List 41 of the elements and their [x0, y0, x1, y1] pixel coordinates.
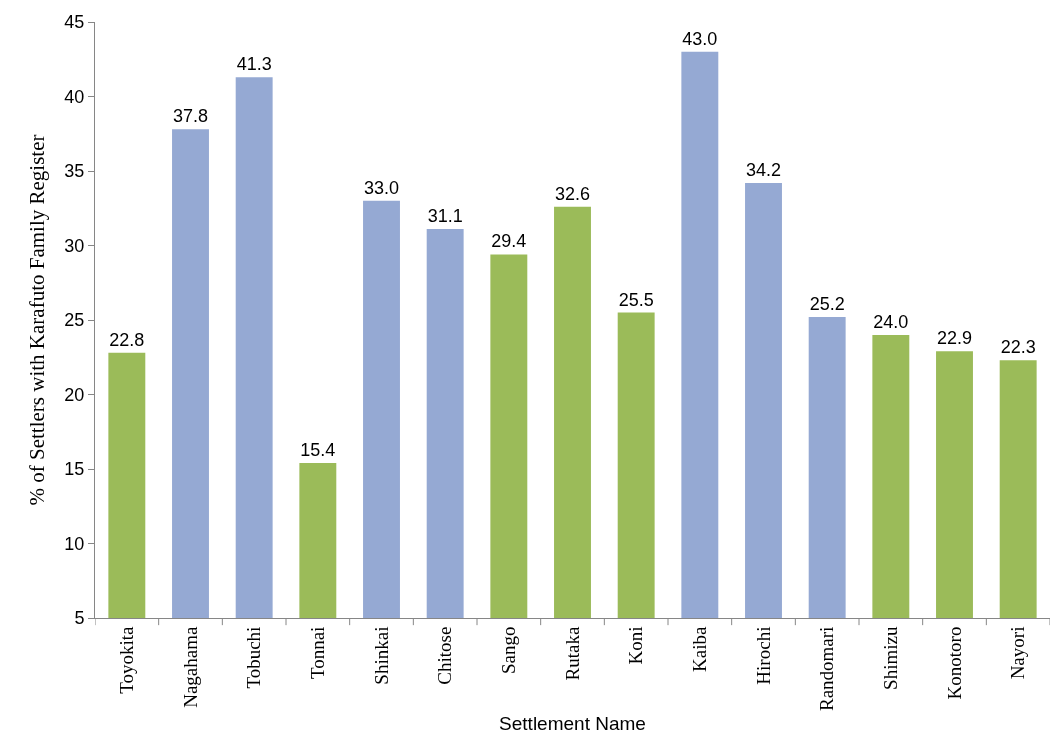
- data-label: 37.8: [172, 106, 209, 127]
- data-label: 22.9: [936, 328, 973, 349]
- data-label: 25.2: [809, 294, 845, 315]
- x-tick-label: Chitose: [434, 626, 456, 685]
- y-tick-label: 10: [64, 533, 85, 554]
- x-tick-label: Sango: [498, 626, 520, 675]
- y-tick-label: 30: [64, 235, 85, 256]
- data-label: 22.3: [1000, 337, 1036, 358]
- x-tick-label: Nayori: [1007, 626, 1029, 680]
- x-tick-label: Toyokita: [116, 626, 138, 694]
- x-tick-label: Konotoro: [943, 626, 965, 700]
- data-label: 43.0: [682, 28, 718, 49]
- y-tick-label: 35: [64, 161, 85, 182]
- data-label: 29.4: [491, 231, 527, 252]
- y-tick-label: 45: [64, 12, 85, 33]
- data-label: 34.2: [745, 159, 782, 180]
- data-label: 24.0: [873, 311, 909, 332]
- data-label: 41.3: [236, 54, 272, 75]
- x-axis-title: Settlement Name: [499, 712, 646, 734]
- x-tick-label: Shinkai: [370, 626, 392, 685]
- y-axis-title: % of Settlers with Karafuto Family Register: [24, 134, 49, 506]
- y-tick-label: 40: [64, 86, 85, 107]
- data-label: 22.8: [109, 329, 145, 350]
- x-tick-label: Tonnai: [307, 626, 328, 680]
- data-label: 25.5: [618, 289, 654, 310]
- x-tick-label: Randomari: [816, 626, 838, 712]
- data-label: 33.0: [363, 177, 400, 198]
- x-tick-label: Koni: [625, 626, 647, 665]
- data-label: 15.4: [300, 440, 336, 461]
- x-tick-label: Shimizu: [880, 626, 902, 690]
- y-tick-label: 5: [74, 608, 85, 629]
- x-tick-label: Nagahama: [179, 626, 201, 708]
- x-tick-label: Rutaka: [561, 626, 583, 681]
- x-tick-label: Tobuchi: [243, 626, 265, 689]
- x-tick-label: Hirochi: [752, 626, 774, 685]
- data-label: 32.6: [554, 183, 591, 204]
- y-tick-label: 20: [64, 384, 85, 405]
- x-tick-label: Kaiba: [689, 626, 711, 672]
- y-tick-label: 25: [64, 310, 85, 331]
- y-tick-label: 15: [64, 459, 85, 480]
- data-label: 31.1: [427, 206, 463, 227]
